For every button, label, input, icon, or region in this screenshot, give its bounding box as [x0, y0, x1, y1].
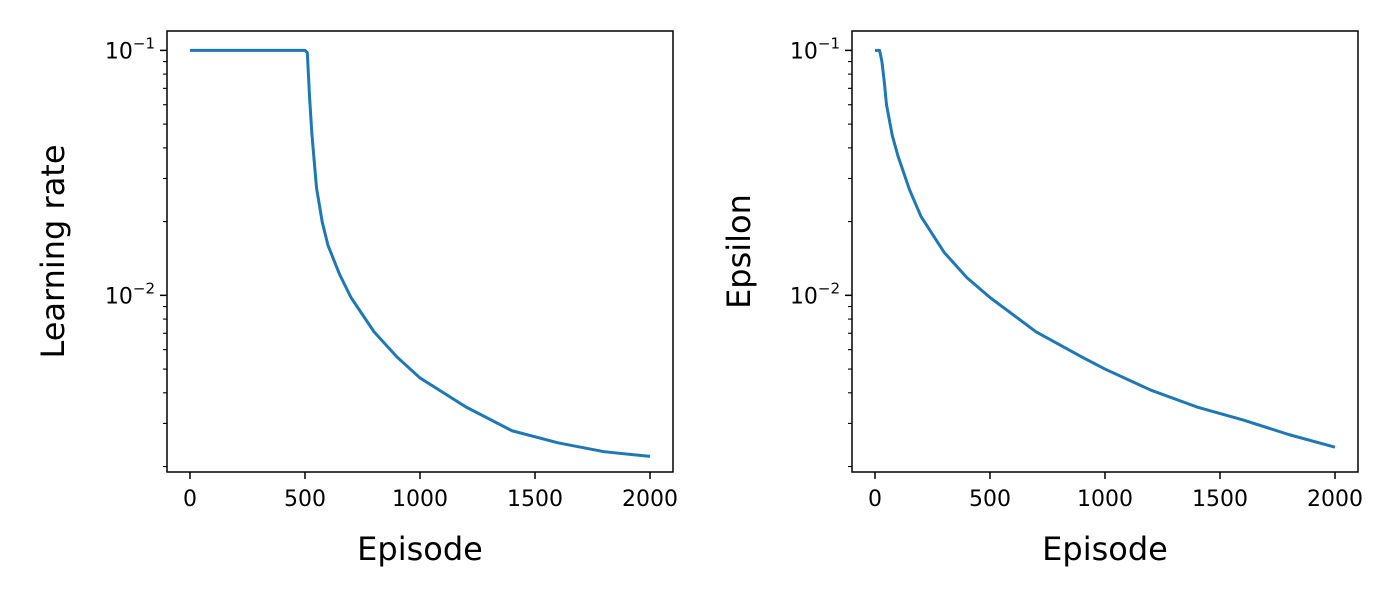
x-tick-label: 500 [969, 487, 1011, 512]
learning-rate-panel: 0 500 1000 1500 2000 10−2 10−1 Episode Learning … [34, 30, 678, 568]
y-tick-label: 10−2 [790, 279, 840, 309]
x-axis-label: Episode [1042, 530, 1168, 568]
y-axis-label: Learning rate [34, 144, 72, 358]
series-line [875, 48, 1336, 449]
plot-frame [166, 30, 674, 473]
y-tick-label: 10−1 [105, 34, 155, 64]
plot-frame [851, 30, 1359, 473]
x-tick-label: 1500 [1192, 487, 1248, 512]
x-tick-label: 1000 [1077, 487, 1133, 512]
y-tick-label: 10−2 [105, 279, 155, 309]
x-tick-label: 0 [183, 487, 197, 512]
x-tick-label: 1000 [392, 487, 448, 512]
y-tick-label: 10−1 [790, 34, 840, 64]
epsilon-panel: 0 500 1000 1500 2000 10−2 10−1 Episode Epsilon [720, 30, 1363, 568]
x-tick-label: 2000 [1307, 487, 1363, 512]
x-tick-label: 500 [284, 487, 326, 512]
series-line [190, 48, 651, 458]
x-tick-label: 1500 [507, 487, 563, 512]
x-axis-label: Episode [357, 530, 483, 568]
x-tick-label: 0 [868, 487, 882, 512]
y-axis-label: Epsilon [720, 194, 758, 309]
x-tick-label: 2000 [622, 487, 678, 512]
